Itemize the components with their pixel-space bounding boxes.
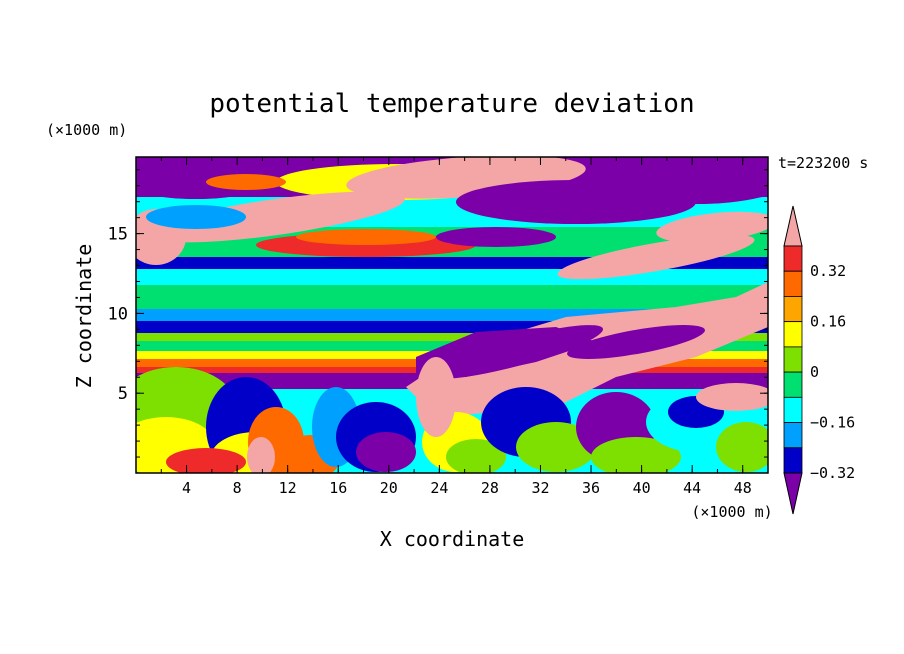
x-tick-label: 24 — [430, 479, 448, 497]
field-blob — [591, 437, 681, 473]
x-tick-label: 36 — [582, 479, 600, 497]
field-blob — [446, 439, 506, 473]
colorbar-label: −0.16 — [810, 414, 855, 432]
y-tick-label: 5 — [118, 384, 128, 404]
field-blob — [416, 357, 456, 437]
colorbar-bottom-arrow — [783, 472, 803, 515]
colorbar-swatch — [783, 346, 803, 373]
x-tick-label: 44 — [683, 479, 701, 497]
plot-frame — [135, 156, 769, 474]
colorbar-swatch — [783, 270, 803, 297]
field-blob — [716, 422, 768, 472]
x-tick-label: 40 — [633, 479, 651, 497]
colorbar-swatch — [783, 296, 803, 323]
colorbar-label: 0.16 — [810, 313, 846, 331]
chart-title: potential temperature deviation — [209, 89, 694, 119]
colorbar-label: −0.32 — [810, 464, 855, 482]
x-axis-label: X coordinate — [380, 527, 525, 551]
field-band — [136, 285, 768, 309]
field-blob — [436, 227, 556, 247]
x-tick-label: 4 — [182, 479, 191, 497]
field-blob — [146, 205, 246, 229]
colorbar-swatch — [783, 422, 803, 449]
field-blob — [247, 437, 275, 473]
field-blob — [557, 234, 755, 280]
y-tick-label: 15 — [108, 225, 128, 245]
colorbar-swatch — [783, 321, 803, 348]
colorbar-label: 0.32 — [810, 262, 846, 280]
x-tick-label: 32 — [531, 479, 549, 497]
field-band — [136, 333, 768, 341]
field-band — [136, 269, 768, 285]
colorbar-label: 0 — [810, 363, 819, 381]
x-tick-label: 12 — [279, 479, 297, 497]
field-blob — [516, 422, 596, 472]
x-tick-label: 28 — [481, 479, 499, 497]
field-blob — [567, 325, 705, 359]
y-axis-label: Z coordinate — [72, 244, 96, 389]
colorbar-swatch — [783, 396, 803, 423]
field-blob — [456, 180, 696, 224]
y-unit-label: (×1000 m) — [46, 121, 127, 139]
field-blob — [206, 174, 286, 190]
heatmap-field — [136, 157, 768, 473]
colorbar-swatch — [783, 371, 803, 398]
x-unit-label: (×1000 m) — [691, 503, 772, 521]
x-tick-label: 48 — [734, 479, 752, 497]
colorbar-swatch — [783, 245, 803, 272]
colorbar: 0.32 0.16 0 −0.16 −0.32 — [783, 205, 855, 515]
field-blob — [656, 211, 768, 243]
x-tick-label: 8 — [233, 479, 242, 497]
y-tick-label: 10 — [108, 304, 128, 324]
x-tick-label: 20 — [380, 479, 398, 497]
x-tick-label: 16 — [329, 479, 347, 497]
field-blob — [428, 325, 604, 379]
field-blob — [166, 448, 246, 473]
colorbar-top-arrow — [783, 205, 803, 247]
field-blob — [147, 191, 405, 243]
colorbar-swatch — [783, 447, 803, 474]
time-label: t=223200 s — [778, 154, 868, 172]
field-blob — [356, 432, 416, 472]
field-blob — [696, 383, 768, 411]
field-blob — [296, 229, 436, 245]
